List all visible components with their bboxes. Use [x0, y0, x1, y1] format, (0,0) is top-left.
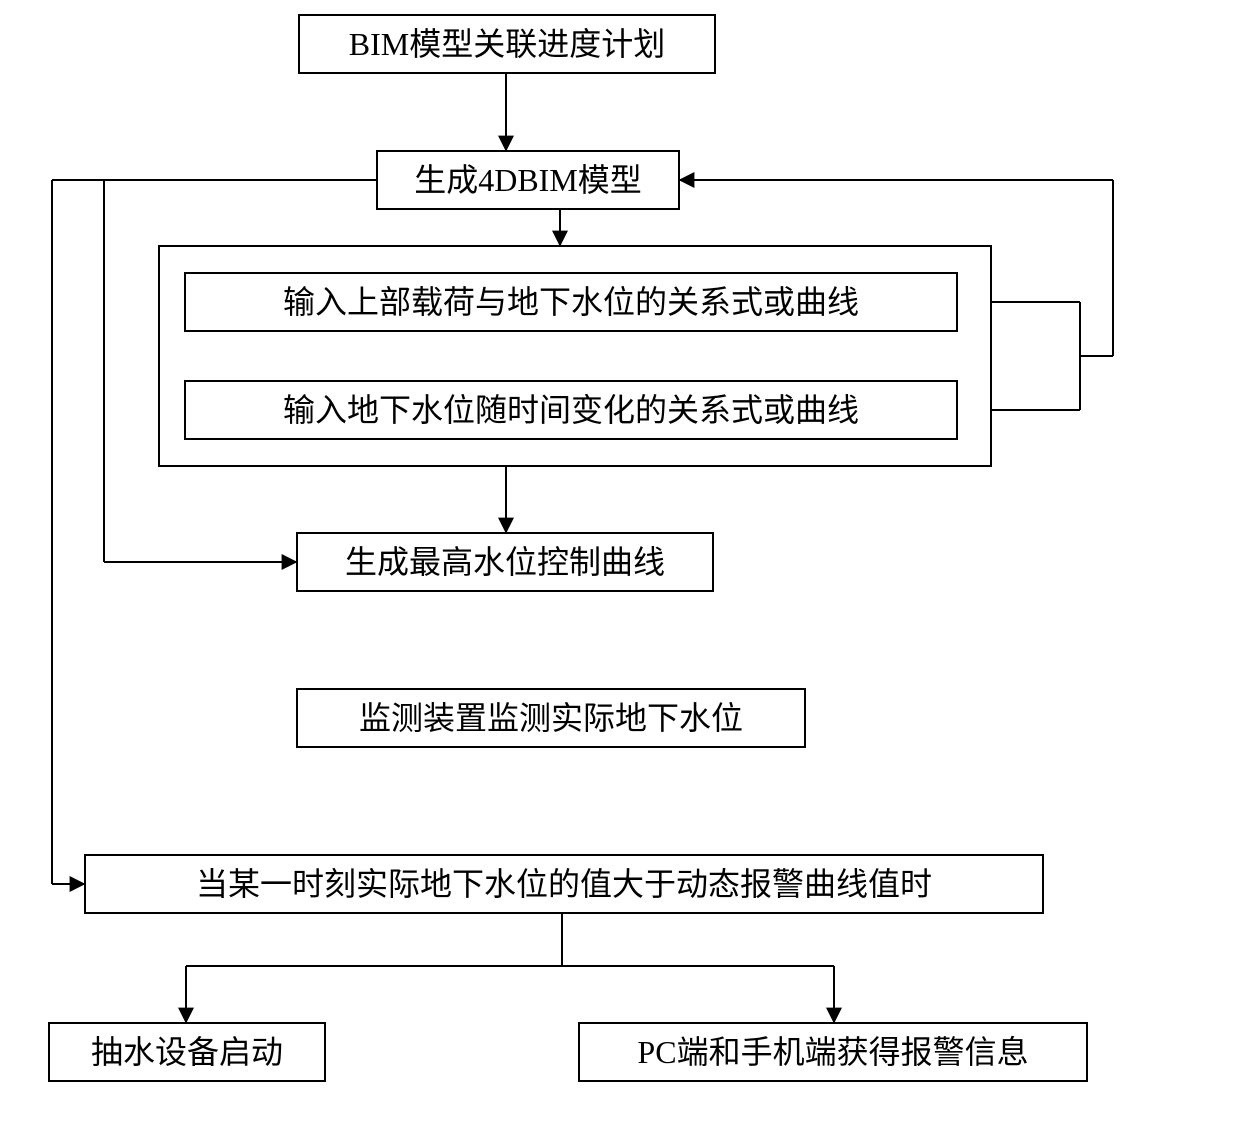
node-label: 监测装置监测实际地下水位 [359, 699, 743, 737]
node-label: PC端和手机端获得报警信息 [637, 1033, 1028, 1071]
node-bim-schedule: BIM模型关联进度计划 [298, 14, 716, 74]
node-max-level-curve: 生成最高水位控制曲线 [296, 532, 714, 592]
node-4dbim-model: 生成4DBIM模型 [376, 150, 680, 210]
node-label: BIM模型关联进度计划 [349, 25, 665, 63]
node-label: 生成4DBIM模型 [414, 161, 642, 199]
node-monitor-device: 监测装置监测实际地下水位 [296, 688, 806, 748]
node-pc-mobile-alarm: PC端和手机端获得报警信息 [578, 1022, 1088, 1082]
node-input-load-water: 输入上部载荷与地下水位的关系式或曲线 [184, 272, 958, 332]
node-label: 生成最高水位控制曲线 [345, 543, 665, 581]
node-pump-start: 抽水设备启动 [48, 1022, 326, 1082]
node-alarm-condition: 当某一时刻实际地下水位的值大于动态报警曲线值时 [84, 854, 1044, 914]
node-input-water-time: 输入地下水位随时间变化的关系式或曲线 [184, 380, 958, 440]
node-label: 抽水设备启动 [91, 1033, 283, 1071]
node-label: 当某一时刻实际地下水位的值大于动态报警曲线值时 [196, 865, 932, 903]
node-label: 输入上部载荷与地下水位的关系式或曲线 [283, 283, 859, 321]
node-label: 输入地下水位随时间变化的关系式或曲线 [283, 391, 859, 429]
